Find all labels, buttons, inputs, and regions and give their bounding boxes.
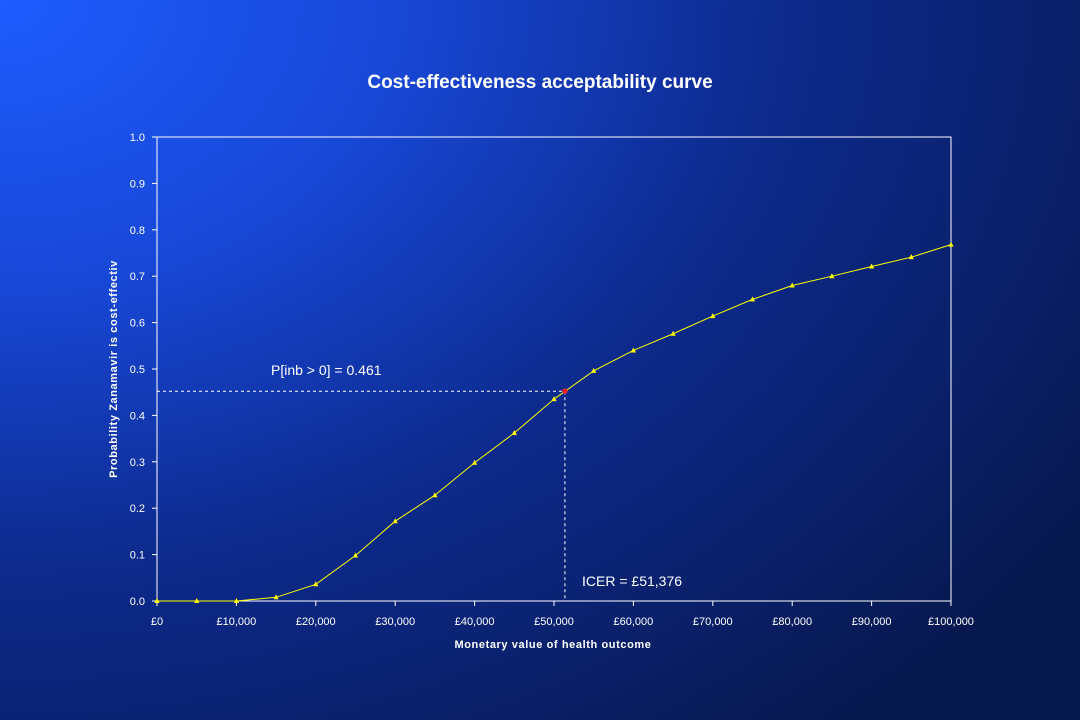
y-tick-label: 0.5	[130, 364, 145, 376]
x-tick-label: £20,000	[296, 616, 336, 628]
data-point-marker	[154, 598, 160, 603]
data-point-marker	[710, 313, 716, 319]
y-tick-label: 0.3	[130, 457, 145, 469]
data-point-marker	[749, 296, 756, 302]
data-point-marker	[313, 581, 319, 587]
y-tick-label: 0.7	[130, 271, 145, 283]
x-tick-label: £30,000	[375, 616, 415, 628]
probability-annotation: P[inb > 0] = 0.461	[271, 362, 382, 378]
y-tick-label: 0.0	[130, 596, 145, 608]
y-tick-label: 0.6	[130, 318, 145, 330]
data-point-marker	[233, 598, 239, 603]
icer-annotation: ICER = £51,376	[582, 573, 682, 589]
y-tick-label: 0.8	[130, 225, 145, 237]
y-tick-label: 0.1	[130, 550, 145, 562]
y-tick-label: 0.2	[130, 503, 145, 515]
y-tick-label: 0.4	[130, 410, 145, 422]
data-point-marker	[273, 594, 279, 600]
data-point-marker	[432, 492, 438, 498]
data-point-marker	[908, 254, 914, 260]
data-point-marker	[511, 430, 517, 436]
x-tick-label: £60,000	[614, 616, 654, 628]
y-axis-title: Probability Zanamavir is cost-effectiv	[108, 260, 120, 478]
data-point-marker	[352, 552, 359, 558]
x-tick-label: £50,000	[534, 616, 574, 628]
y-tick-label: 1.0	[130, 132, 145, 144]
x-tick-label: £100,000	[928, 616, 974, 628]
data-point-marker	[551, 396, 557, 402]
data-point-marker	[789, 282, 795, 288]
icer-point-marker	[562, 388, 568, 394]
data-point-marker	[591, 367, 597, 373]
data-point-marker	[630, 347, 636, 353]
data-point-marker	[472, 459, 478, 465]
x-axis-title: Monetary value of health outcome	[454, 639, 651, 651]
data-point-marker	[392, 518, 398, 524]
chart-title: Cost-effectiveness acceptability curve	[367, 72, 713, 93]
series-line	[157, 244, 952, 602]
x-tick-label: £10,000	[217, 616, 257, 628]
y-tick-label: 0.9	[130, 178, 145, 190]
x-tick-label: £40,000	[455, 616, 495, 628]
data-point-marker	[829, 273, 835, 279]
data-point-marker	[948, 241, 954, 247]
x-tick-label: £70,000	[693, 616, 733, 628]
x-tick-label: £80,000	[772, 616, 812, 628]
data-point-marker	[194, 598, 200, 603]
x-tick-label: £0	[151, 616, 163, 628]
x-tick-label: £90,000	[852, 616, 892, 628]
data-point-marker	[869, 263, 875, 269]
data-point-marker	[670, 330, 676, 336]
